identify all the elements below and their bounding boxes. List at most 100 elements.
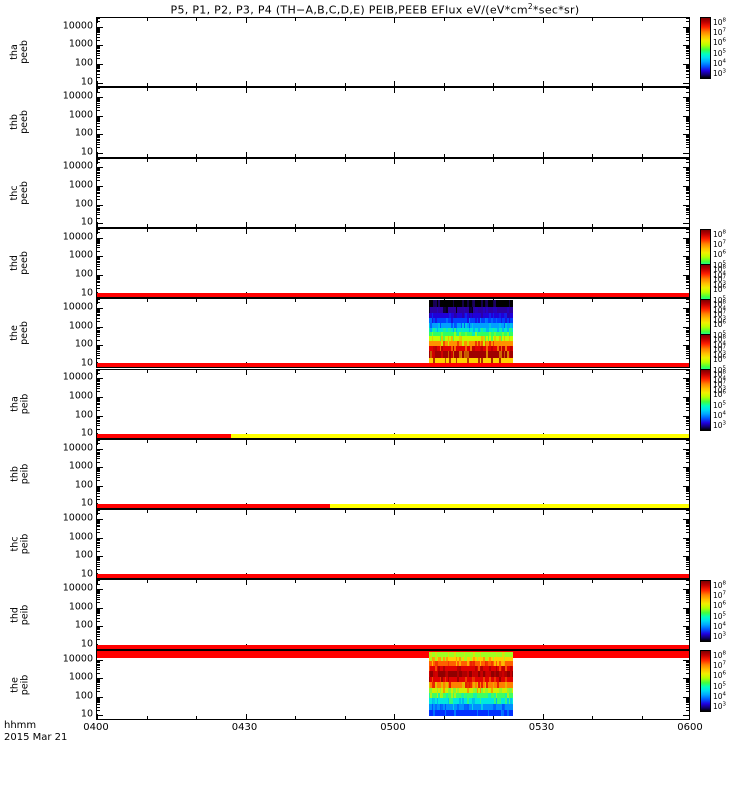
y-tick-mark-minor (686, 639, 689, 641)
y-tick-mark-minor (686, 598, 689, 600)
colorbar-tick-label: 105 (713, 48, 726, 57)
spectrogram-stripe (489, 656, 492, 662)
y-tick-mark-minor (97, 557, 100, 559)
x-tick-mark (295, 223, 296, 227)
y-tick-mark-minor (686, 47, 689, 49)
spectrogram-stripe (431, 703, 434, 710)
y-tick-mark-minor (686, 559, 689, 561)
x-tick-mark (295, 88, 296, 92)
spectrogram-stripe (459, 332, 461, 337)
x-tick-mark (344, 158, 346, 162)
y-tick-mark (97, 134, 103, 136)
x-tick-mark (493, 510, 494, 514)
spectrogram-stripe (439, 336, 442, 341)
colorbar-tick-base: 10 (713, 229, 723, 239)
spectrogram-stripe (492, 682, 495, 688)
spectrogram-stripe (486, 345, 488, 352)
y-tick-mark-minor (686, 68, 689, 70)
x-tick-mark (245, 221, 247, 227)
spectrogram-stripe (449, 687, 452, 694)
y-tick-mark-minor (686, 610, 689, 612)
y-tick-mark-minor (97, 349, 100, 351)
colorbar-tick-exponent: 8 (722, 580, 727, 587)
y-tick-mark-minor (686, 461, 689, 463)
spectrogram-stripe (430, 656, 432, 662)
spectrogram-band (428, 300, 513, 308)
y-tick-mark-minor (97, 313, 100, 315)
x-tick-mark (542, 510, 544, 516)
y-tick-mark-minor (97, 560, 100, 562)
y-tick-mark-minor (686, 661, 689, 663)
y-tick-mark (683, 45, 689, 47)
y-tick-mark-minor (97, 399, 100, 401)
y-tick-mark-minor (686, 450, 689, 452)
y-tick-mark-minor (97, 243, 100, 245)
colorbar-tick-base: 10 (713, 274, 723, 284)
y-tick-mark-minor (686, 520, 689, 522)
y-tick-label-group: 10000 1000 100 10 (40, 158, 93, 228)
colorbar-tick-base: 10 (713, 27, 723, 37)
y-tick-mark-minor (97, 544, 100, 546)
y-tick-label: 10000 (62, 90, 93, 102)
spectrogram-stripe (454, 327, 456, 333)
y-tick-mark-minor (97, 312, 100, 314)
y-tick-mark-minor (686, 250, 689, 252)
y-tick-mark-minor (686, 557, 689, 559)
y-tick-mark-minor (686, 102, 689, 104)
y-tick-mark-minor (97, 117, 100, 119)
y-tick-mark-minor (686, 144, 689, 146)
y-tick-mark-minor (686, 100, 689, 102)
y-tick-mark-minor (686, 241, 689, 243)
x-tick-mark (196, 153, 197, 157)
spectrogram-stripe (478, 340, 480, 346)
y-tick-mark (97, 82, 103, 84)
y-tick-mark-minor (97, 418, 100, 420)
x-tick-mark (592, 369, 593, 373)
y-tick-mark-minor (97, 128, 100, 130)
y-tick-mark-minor (686, 523, 689, 525)
spectrogram-stripe (503, 345, 506, 352)
colorbar-tick-exponent: 6 (722, 319, 727, 326)
panel-thb-peeb (96, 87, 690, 158)
panel-plot-area (97, 439, 689, 509)
y-tick-mark-minor (97, 590, 100, 592)
y-axis-name-text: the peeb (9, 321, 30, 345)
spectrogram-stripe (505, 676, 508, 683)
y-tick-mark-minor (97, 48, 100, 50)
x-tick-label: 0500 (380, 722, 406, 733)
y-tick-mark-minor (686, 398, 689, 400)
y-tick-label: 10 (80, 708, 93, 720)
y-tick-mark-minor (97, 241, 100, 243)
colorbar-tick-exponent: 8 (722, 299, 727, 306)
spectrogram-stripe (510, 687, 512, 694)
spectrogram-stripe (494, 693, 496, 699)
colorbar-tick-label: 105 (713, 260, 726, 269)
spectrogram-stripe (491, 345, 493, 352)
y-tick-mark-minor (686, 64, 689, 66)
y-tick-mark-minor (686, 666, 689, 668)
colorbar-tick-base: 10 (713, 410, 723, 420)
spectrogram-stripe (492, 312, 495, 319)
y-tick-label: 10000 (62, 653, 93, 665)
y-tick-mark (97, 485, 103, 487)
y-tick-mark-minor (686, 706, 689, 708)
spectrogram-stripe (481, 312, 484, 319)
spectrogram-stripe (489, 693, 492, 699)
y-tick-mark-minor (686, 69, 689, 71)
spectrogram-stripe (444, 357, 447, 365)
y-tick-label: 10 (80, 497, 93, 509)
x-tick-mark (394, 228, 395, 234)
y-tick-mark-minor (686, 608, 689, 610)
x-tick-mark (196, 228, 197, 232)
y-tick-label: 100 (74, 198, 93, 210)
spectrogram-stripe (510, 671, 512, 677)
y-tick-mark-minor (97, 524, 100, 526)
spectrogram-stripe (460, 656, 463, 662)
y-tick-mark (97, 537, 103, 539)
spectrogram-stripe (443, 307, 445, 313)
y-tick-label: 100 (74, 57, 93, 69)
y-tick-mark-minor (686, 212, 689, 214)
y-tick-label-group: 10000 1000 100 10 (40, 298, 93, 368)
spectrogram-stripe (500, 318, 503, 324)
